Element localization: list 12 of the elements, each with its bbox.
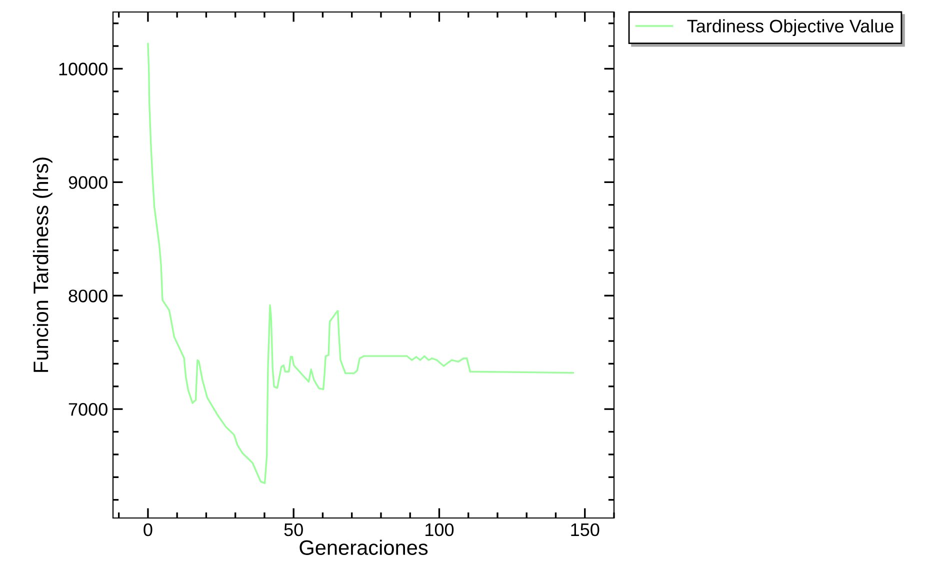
- legend-label: Tardiness Objective Value: [687, 19, 894, 36]
- line-series: [147, 42, 574, 484]
- y-tick-label: 8000: [68, 290, 108, 302]
- x-tick-label: 100: [426, 523, 454, 536]
- y-tick-label: 10000: [59, 62, 108, 76]
- x-tick-label: 150: [571, 523, 600, 536]
- y-tick-label: 9000: [68, 176, 108, 189]
- x-tick-label: 0: [144, 523, 152, 536]
- y-tick-label: 7000: [68, 403, 108, 416]
- y-axis-title: Funcion Tardiness (hrs): [32, 158, 52, 372]
- x-tick-label: 50: [284, 523, 303, 536]
- x-axis-title: Generaciones: [300, 540, 428, 555]
